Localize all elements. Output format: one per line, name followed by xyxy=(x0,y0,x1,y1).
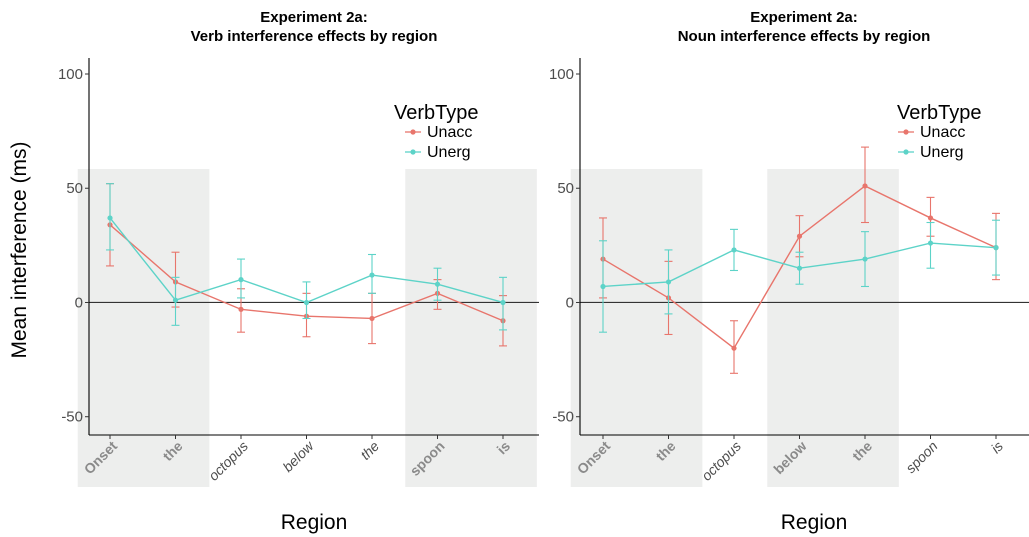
legend-label-unerg: Unerg xyxy=(920,144,964,161)
data-point-unerg xyxy=(862,256,868,262)
data-point-unacc xyxy=(927,215,934,221)
shaded-band-below xyxy=(767,169,834,487)
data-point-unerg xyxy=(500,299,506,306)
data-point-unerg xyxy=(369,272,375,278)
data-point-unerg xyxy=(107,215,113,221)
y-tick-label: 50 xyxy=(66,180,83,197)
data-point-unerg xyxy=(600,283,606,290)
shaded-regions xyxy=(570,169,899,487)
y-tick-label: 0 xyxy=(566,294,574,311)
chart-subtitle: Noun interference effects by region xyxy=(678,28,931,45)
series-layer xyxy=(599,146,1000,374)
data-point-unerg xyxy=(303,299,310,306)
y-tick-label: 50 xyxy=(557,180,574,197)
y-ticks: -50 0 50 100 xyxy=(549,66,580,426)
shaded-regions xyxy=(77,169,537,487)
legend-dot-unacc xyxy=(903,129,909,135)
data-point-unerg xyxy=(434,281,441,287)
data-point-unacc xyxy=(731,345,737,351)
legend: VerbType Unacc Unerg xyxy=(394,102,479,161)
shaded-band-onset xyxy=(570,169,637,487)
shaded-band-spoon xyxy=(405,169,472,487)
data-point-unacc xyxy=(238,306,244,312)
x-axis-title: Region xyxy=(281,511,348,534)
chart-subtitle: Verb interference effects by region xyxy=(191,28,438,45)
legend-title: VerbType xyxy=(394,102,479,124)
shaded-band-is xyxy=(470,169,537,487)
shaded-band-the xyxy=(143,169,210,487)
data-point-unerg xyxy=(172,297,179,303)
y-ticks: -50 0 50 100 xyxy=(58,66,89,426)
chart-title: Experiment 2a: xyxy=(260,9,368,26)
legend: VerbType Unacc Unerg xyxy=(897,102,982,161)
y-tick-label: 100 xyxy=(58,66,83,83)
data-point-unacc xyxy=(369,315,375,322)
x-tick-label: the xyxy=(357,438,382,463)
x-tick-label: below xyxy=(279,437,317,475)
legend-label-unerg: Unerg xyxy=(427,144,471,161)
x-tick-label: octopus xyxy=(698,438,744,484)
legend-label-unacc: Unacc xyxy=(920,124,965,141)
y-axis-title: Mean interference (ms) xyxy=(8,141,31,358)
legend-dot-unerg xyxy=(903,149,909,155)
y-tick-label: 100 xyxy=(549,66,574,83)
legend-title: VerbType xyxy=(897,102,982,124)
data-point-unerg xyxy=(238,277,244,283)
legend-dot-unacc xyxy=(410,129,416,135)
x-tick-label: is xyxy=(988,438,1006,456)
data-point-unacc xyxy=(862,183,868,189)
legend-dot-unerg xyxy=(410,149,416,155)
data-point-unerg xyxy=(796,265,803,271)
data-point-unacc xyxy=(796,233,803,239)
shaded-band-the xyxy=(636,169,703,487)
series-layer xyxy=(106,183,507,347)
y-tick-label: -50 xyxy=(61,409,83,426)
x-tick-label: octopus xyxy=(205,438,251,484)
shaded-band-the xyxy=(832,169,899,487)
data-point-unerg xyxy=(927,240,934,246)
chart-title: Experiment 2a: xyxy=(750,9,858,26)
panel-noun: Experiment 2a: Noun interference effects… xyxy=(549,9,1029,534)
y-tick-label: 0 xyxy=(75,294,83,311)
legend-label-unacc: Unacc xyxy=(427,124,472,141)
panel-verb: Experiment 2a: Verb interference effects… xyxy=(58,9,539,534)
x-axis-title: Region xyxy=(781,511,848,534)
x-tick-label: spoon xyxy=(902,438,940,476)
data-point-unerg xyxy=(665,279,672,285)
y-tick-label: -50 xyxy=(552,409,574,426)
data-point-unerg xyxy=(731,247,737,253)
data-point-unerg xyxy=(993,245,999,251)
